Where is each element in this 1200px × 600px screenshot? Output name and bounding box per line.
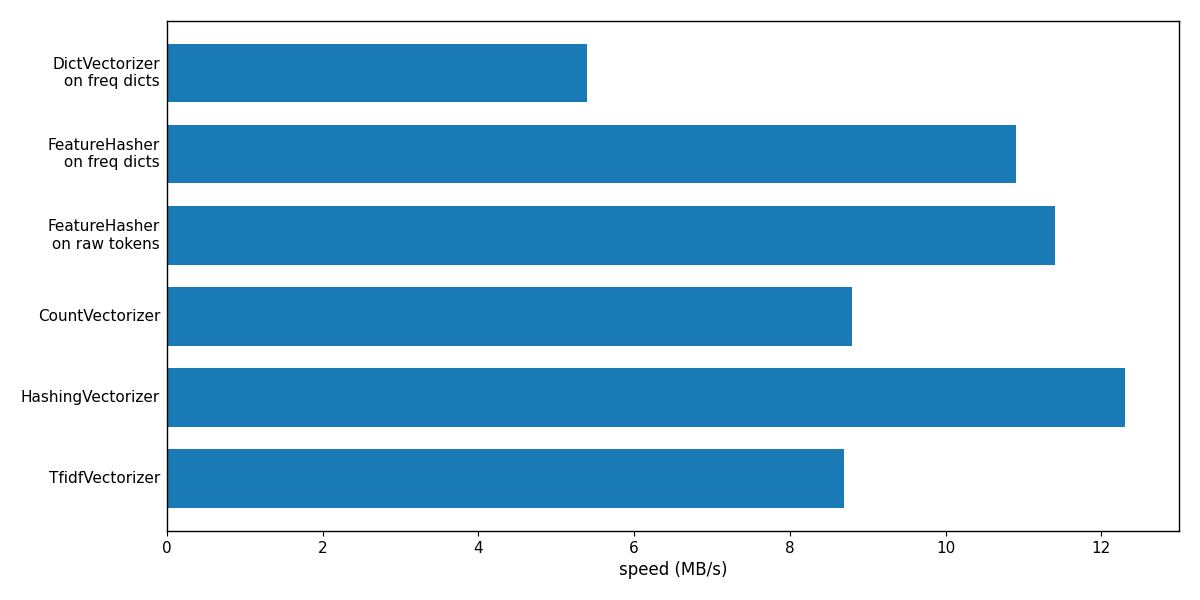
Bar <box>167 125 1015 184</box>
Bar <box>167 368 1124 427</box>
Bar <box>167 287 852 346</box>
Bar <box>167 44 588 103</box>
Bar <box>167 206 1055 265</box>
Bar <box>167 449 845 508</box>
X-axis label: speed (MB/s): speed (MB/s) <box>619 561 727 579</box>
